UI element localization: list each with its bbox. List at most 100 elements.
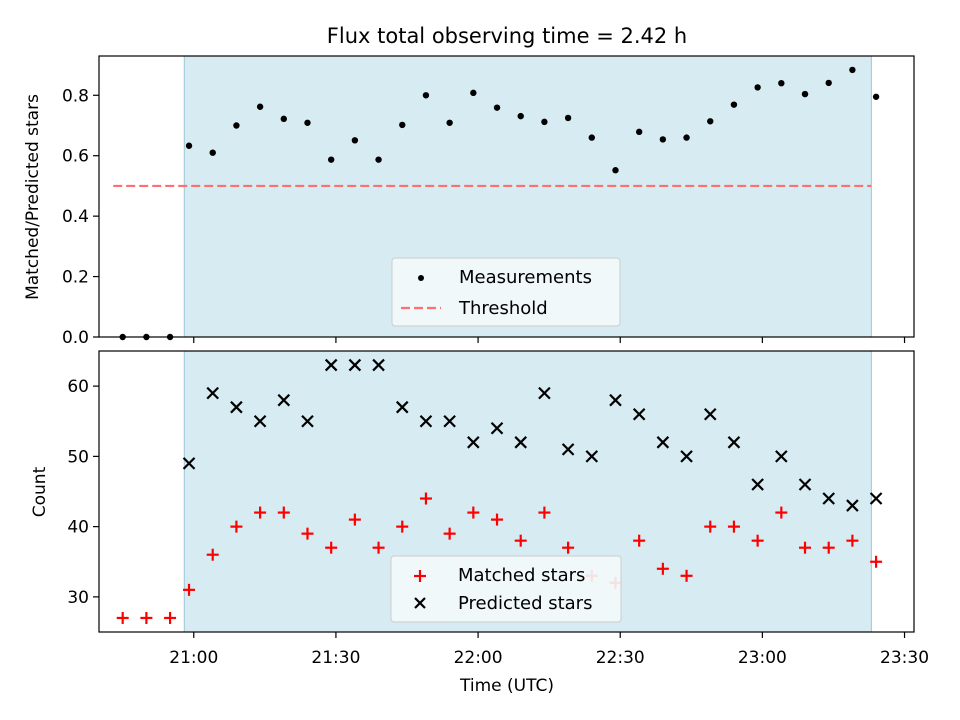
predicted-star-point (230, 400, 243, 414)
y-tick-label: 0.0 (62, 328, 89, 348)
predicted-star-point (372, 358, 385, 372)
x-tick-label: 23:30 (880, 648, 929, 668)
measurement-point (825, 79, 832, 87)
measurement-point (517, 112, 524, 120)
matched-star-point (538, 506, 551, 519)
legend-marker-matched (414, 570, 426, 582)
measurement-point (588, 134, 595, 141)
measurement-point (470, 89, 477, 97)
predicted-star-point (775, 450, 788, 463)
matched-star-point (656, 562, 669, 575)
predicted-star-point (467, 436, 480, 449)
y-tick-label: 40 (67, 518, 89, 538)
matched-star-point (164, 611, 177, 624)
x-tick-label: 23:00 (738, 648, 787, 668)
legend-label-predicted: Predicted stars (458, 593, 592, 614)
matched-star-point (799, 541, 812, 554)
matched-star-point (775, 506, 788, 519)
matched-star-point (751, 534, 764, 547)
matched-star-point (846, 534, 859, 547)
top-marks (113, 56, 880, 341)
matched-star-point (230, 520, 243, 533)
predicted-star-point (324, 358, 338, 372)
bottom-x-ticks: 21:00 21:30 22:00 22:30 23:00 23:30 (169, 632, 929, 668)
y-tick-label: 0.8 (62, 86, 89, 106)
predicted-star-point (301, 414, 314, 428)
predicted-star-point (253, 414, 267, 428)
measurement-point (872, 93, 880, 100)
predicted-star-point (490, 421, 504, 435)
predicted-star-point (395, 400, 409, 414)
measurement-point (659, 136, 667, 143)
measurement-point (541, 118, 548, 126)
y-tick-label: 30 (67, 588, 89, 608)
x-tick-label: 22:00 (454, 648, 503, 668)
measurement-point (493, 104, 501, 111)
matched-star-point (633, 534, 646, 547)
predicted-star-point (419, 414, 433, 428)
predicted-star-point (585, 450, 599, 463)
predicted-star-point (514, 436, 527, 449)
measurement-point (683, 134, 690, 141)
predicted-star-point (561, 443, 575, 456)
measurement-point (327, 156, 335, 163)
top-axes-frame (98, 55, 915, 338)
chart-title: Flux total observing time = 2.42 h (327, 24, 687, 48)
legend-marker-predicted (414, 597, 426, 609)
matched-star-point (491, 513, 504, 526)
top-y-ticks: 0.0 0.2 0.4 0.6 0.8 (62, 86, 99, 348)
y-tick-label: 50 (67, 447, 89, 467)
x-axis-label: Time (UTC) (459, 676, 554, 696)
bottom-axes-frame (98, 350, 915, 633)
matched-star-point (727, 520, 740, 533)
measurement-point (399, 121, 406, 129)
predicted-star-point (680, 450, 693, 463)
legend-label-threshold: Threshold (458, 298, 548, 319)
bottom-y-axis-label: Count (30, 466, 50, 517)
matched-star-point (140, 611, 153, 624)
measurement-point (778, 79, 785, 87)
matched-star-point (514, 534, 527, 547)
legend-label-measurements: Measurements (459, 267, 592, 288)
predicted-star-point (609, 393, 622, 407)
measurement-point (185, 142, 193, 149)
legend-marker-measurements (418, 275, 424, 281)
matched-star-point (116, 611, 129, 624)
measurement-point (612, 167, 619, 174)
matched-star-point (254, 506, 267, 519)
measurement-point (422, 92, 430, 99)
predicted-star-point (206, 386, 219, 400)
x-tick-label: 22:30 (596, 648, 645, 668)
measurement-point (375, 156, 382, 163)
x-tick-label: 21:00 (169, 648, 218, 668)
y-tick-label: 60 (67, 377, 89, 397)
measurement-point (256, 103, 264, 110)
predicted-star-point (656, 436, 670, 449)
matched-star-point (680, 569, 693, 582)
measurement-point (209, 149, 216, 156)
matched-star-point (870, 555, 883, 568)
predicted-star-point (632, 407, 646, 421)
predicted-star-point (277, 393, 291, 407)
predicted-star-point (798, 478, 812, 491)
matched-star-point (325, 541, 338, 554)
x-tick-label: 21:30 (311, 648, 360, 668)
predicted-star-point (443, 414, 456, 428)
matched-star-point (277, 506, 290, 519)
matched-star-point (183, 583, 196, 596)
bottom-legend: Matched stars Predicted stars (390, 555, 622, 623)
matched-star-point (704, 520, 717, 533)
matched-star-point (301, 527, 314, 540)
predicted-star-point (727, 436, 741, 449)
predicted-star-point (846, 499, 859, 512)
predicted-star-point (703, 407, 717, 421)
predicted-star-point (538, 386, 551, 400)
measurement-point (849, 66, 856, 74)
legend-label-matched: Matched stars (458, 565, 585, 586)
top-panel: 0.00.20.40.60.8 Matched/Predicted stars … (23, 55, 915, 348)
bottom-y-ticks: 30 40 50 60 (67, 377, 99, 608)
measurement-point (233, 122, 240, 129)
measurement-point (304, 119, 311, 126)
measurement-point (280, 115, 287, 123)
